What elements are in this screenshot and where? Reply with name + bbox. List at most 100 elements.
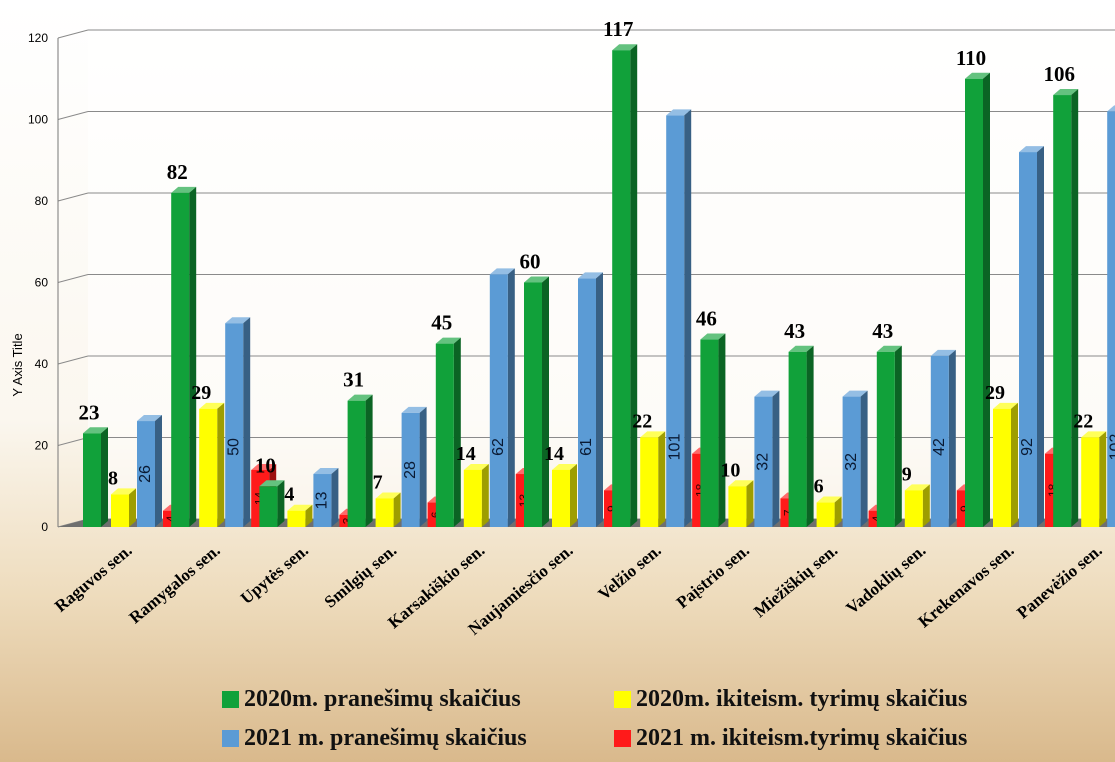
bar-front <box>1019 152 1037 527</box>
bar-front <box>578 278 596 527</box>
data-label: 13 <box>314 492 331 510</box>
bar-0 <box>524 276 549 527</box>
bar-side <box>1011 402 1018 527</box>
data-label: 92 <box>1019 438 1036 456</box>
gridline <box>57 192 89 202</box>
bar-front <box>1107 111 1115 527</box>
data-label: 117 <box>603 17 633 41</box>
bar-1 <box>287 504 313 527</box>
data-label: 14 <box>456 443 476 465</box>
y-tick-label: 60 <box>35 276 49 290</box>
bar-side <box>922 484 930 527</box>
legend-item: 2020m. ikiteism. tyrimų skaičius <box>614 686 1054 713</box>
bar-front <box>287 510 306 527</box>
bar-0 <box>965 72 990 527</box>
bar-1 <box>993 402 1018 527</box>
bar-front <box>489 274 508 527</box>
bar-1 <box>816 496 842 527</box>
bar-side <box>596 272 603 527</box>
legend-label: 2021 m. ikiteism.tyrimų skaičius <box>636 725 968 751</box>
data-label: 50 <box>225 438 242 456</box>
bar-side <box>772 390 780 527</box>
bar-2 <box>754 390 780 527</box>
bar-front <box>640 437 659 527</box>
bar-side <box>684 109 692 528</box>
gridline <box>57 355 89 365</box>
bar-0 <box>83 427 108 527</box>
x-tick-label: Vadoklių sen. <box>842 541 929 618</box>
y-tick-label: 40 <box>35 357 49 371</box>
data-label: 110 <box>956 46 986 70</box>
bar-top <box>552 463 577 470</box>
gridline <box>57 274 89 283</box>
bar-top <box>287 504 313 511</box>
data-label: 6 <box>429 511 443 518</box>
bar-side <box>365 394 373 527</box>
bar-side <box>305 504 313 527</box>
bar-top <box>1053 89 1079 96</box>
data-label: 29 <box>985 382 1005 404</box>
data-label: 10 <box>255 453 276 477</box>
data-label: 106 <box>1043 62 1075 86</box>
bar-1 <box>111 488 136 527</box>
bar-side <box>746 480 754 527</box>
bar-top <box>137 415 162 422</box>
legend-swatch <box>614 730 631 747</box>
bar-top <box>666 109 692 116</box>
bar-front <box>463 469 482 527</box>
bar-side <box>277 480 285 527</box>
legend-item: 2021 m. ikiteism.tyrimų skaičius <box>614 725 1054 752</box>
data-label: 32 <box>843 453 860 471</box>
bar-top <box>842 390 868 397</box>
bar-1 <box>904 484 930 527</box>
bar-2 <box>489 268 515 527</box>
x-tick-label: Upytės sen. <box>237 541 312 608</box>
x-tick-label: Paįstrio sen. <box>673 541 753 613</box>
bar-side <box>542 276 549 527</box>
bar-1 <box>728 480 754 527</box>
data-label: 101 <box>666 434 683 461</box>
data-label: 26 <box>137 465 154 483</box>
bar-front <box>524 282 542 527</box>
bar-top <box>1019 146 1044 153</box>
x-axis-labels: Raguvos sen.Ramygalos sen. Upytės sen. Smi… <box>51 541 1106 639</box>
bar-side <box>217 402 225 527</box>
data-label: 3 <box>341 517 355 524</box>
data-label: 4 <box>870 515 884 522</box>
bar-front <box>876 351 895 527</box>
data-label: 61 <box>578 438 595 456</box>
bar-top <box>1107 105 1115 112</box>
bar-front <box>199 408 218 527</box>
data-label: 10 <box>720 459 740 481</box>
data-label: 6 <box>814 476 824 498</box>
x-tick-label: Velžio sen. <box>594 541 664 604</box>
x-tick-label: Smilgių sen. <box>321 541 401 612</box>
bar-side <box>894 345 902 527</box>
bar-side <box>948 349 956 527</box>
data-label: 82 <box>167 160 188 184</box>
data-label: 23 <box>79 400 100 424</box>
bar-1 <box>552 463 577 527</box>
bar-side <box>630 44 638 527</box>
data-label: 4 <box>284 484 294 506</box>
data-label: 31 <box>343 368 364 392</box>
y-tick-label: 80 <box>35 194 49 208</box>
data-label: 29 <box>191 382 211 404</box>
data-label: 102 <box>1107 434 1115 461</box>
bar-side <box>1071 89 1079 528</box>
bar-top <box>816 496 842 503</box>
legend-swatch <box>222 730 239 747</box>
bar-side <box>718 333 726 527</box>
bar-top <box>401 406 427 413</box>
x-tick-label: Miežiškių sen. <box>750 541 841 622</box>
legend: 2020m. pranešimų skaičius 2020m. ikiteis… <box>222 686 1102 752</box>
data-label: 60 <box>520 250 541 274</box>
bar-2 <box>930 349 956 527</box>
bar-front <box>965 78 983 527</box>
data-label: 43 <box>784 319 805 343</box>
data-label: 22 <box>1073 410 1093 432</box>
bar-front <box>700 339 719 527</box>
bar-top <box>754 390 780 397</box>
bar-top <box>259 480 285 487</box>
